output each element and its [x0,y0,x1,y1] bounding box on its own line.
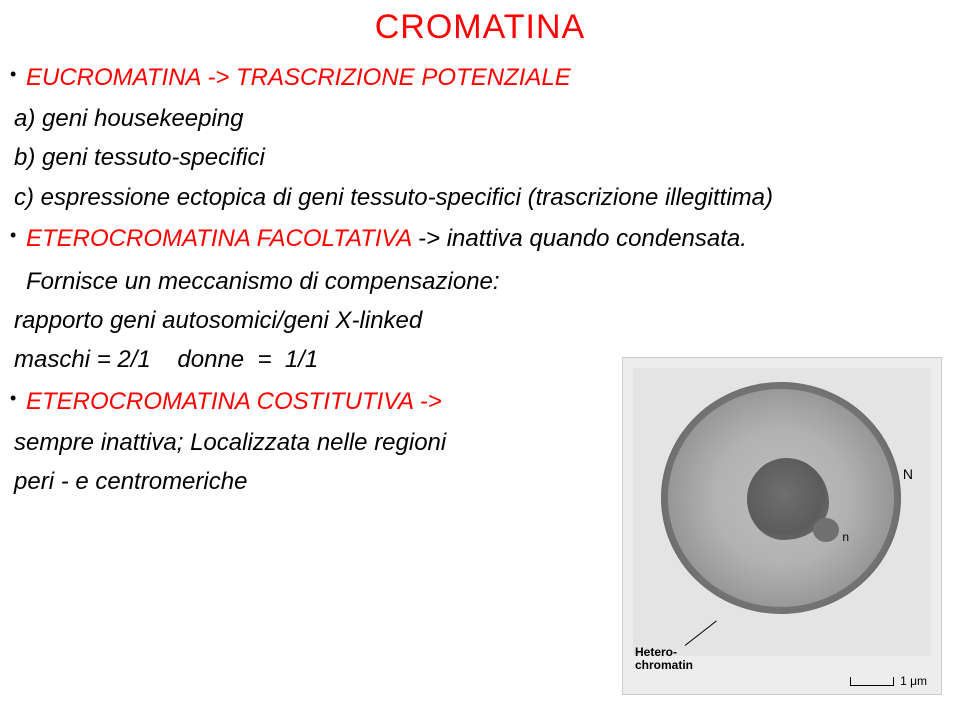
label-nucleus: N [903,466,913,482]
bullet-costitutiva: • ETEROCROMATINA COSTITUTIVA -> [10,381,620,422]
bullet-dot-icon: • [10,218,26,252]
bullet-dot-icon: • [10,57,26,91]
hetero-line1: Hetero- [635,645,677,659]
bullet-facoltativa: • ETEROCROMATINA FACOLTATIVA -> inattiva… [10,218,960,259]
text-facoltativa-rest: -> inattiva quando condensata. [411,225,747,252]
hetero-line2: chromatin [635,658,693,672]
text-a: a) geni housekeeping [10,100,960,137]
page-title: CROMATINA [0,0,960,47]
text-sempre: sempre inattiva; Localizzata nelle regio… [10,424,620,461]
label-heterochromatin: Hetero- chromatin [635,646,693,672]
text-costitutiva: ETEROCROMATINA COSTITUTIVA -> [26,383,442,420]
text-b: b) geni tessuto-specifici [10,139,960,176]
micrograph-figure: N n Hetero- chromatin 1 μm [622,357,942,695]
scale-label: 1 μm [900,674,927,688]
scale-bar: 1 μm [850,674,927,688]
text-facoltativa: ETEROCROMATINA FACOLTATIVA -> inattiva q… [26,220,747,257]
text-maschi: maschi = 2/1 donne = 1/1 [10,341,620,378]
text-c: c) espressione ectopica di geni tessuto-… [10,179,960,216]
bullet-dot-icon: • [10,381,26,415]
heterochromatin-blob [813,518,839,542]
bullet-eucromatin: • EUCROMATINA -> TRASCRIZIONE POTENZIALE [10,57,960,98]
scale-tick-icon [850,677,894,686]
text-fornisce: Fornisce un meccanismo di compensazione: [10,263,960,300]
text-rapporto: rapporto geni autosomici/geni X-linked [10,302,620,339]
text-peri: peri - e centromeriche [10,463,620,500]
text-facoltativa-label: ETEROCROMATINA FACOLTATIVA [26,225,411,252]
text-eucromatin: EUCROMATINA -> TRASCRIZIONE POTENZIALE [26,59,571,96]
label-nucleolus: n [842,530,849,544]
